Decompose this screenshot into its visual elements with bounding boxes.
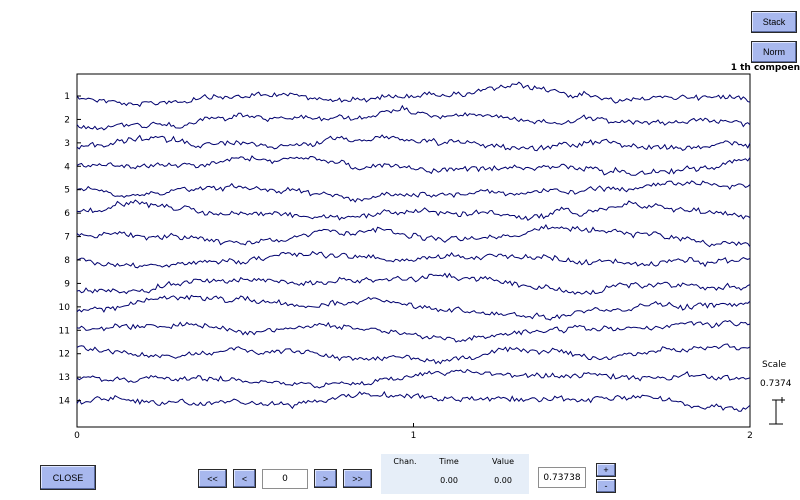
chan-label: Chan. (393, 457, 417, 466)
norm-button[interactable]: Norm (751, 41, 797, 63)
channel-tick-label: 12 (59, 350, 70, 360)
channel-trace-5 (76, 180, 751, 203)
channel-trace-2 (76, 104, 751, 131)
channel-tick-label: 4 (64, 162, 70, 172)
channel-trace-1 (76, 81, 751, 108)
x-tick-label: 1 (411, 431, 417, 441)
prev-page-button[interactable]: < (233, 469, 256, 488)
time-value: 0.00 (440, 476, 458, 485)
channel-tick-label: 14 (59, 397, 71, 407)
channel-trace-4 (76, 155, 751, 176)
channel-trace-6 (76, 199, 751, 222)
channel-tick-label: 13 (59, 373, 70, 383)
position-input[interactable] (262, 469, 308, 489)
next-page-button[interactable]: > (314, 469, 337, 488)
scale-input[interactable] (538, 467, 586, 488)
channel-tick-label: 11 (59, 326, 70, 336)
channel-trace-8 (76, 250, 751, 269)
channel-trace-9 (76, 272, 751, 295)
channel-tick-label: 9 (64, 279, 70, 289)
channel-tick-label: 5 (64, 186, 70, 196)
channel-tick-label: 1 (64, 92, 70, 102)
channel-trace-12 (76, 343, 751, 365)
channel-tick-label: 10 (59, 303, 71, 313)
x-tick-label: 0 (74, 431, 80, 441)
channel-tick-label: 6 (64, 209, 70, 219)
channel-tick-label: 3 (64, 139, 70, 149)
scale-value: 0.7374 (760, 379, 792, 389)
channel-tick-label: 8 (64, 256, 70, 266)
channel-trace-13 (76, 368, 751, 389)
channel-trace-10 (76, 294, 751, 321)
x-tick-label: 2 (747, 431, 753, 441)
first-page-button[interactable]: << (198, 469, 227, 488)
channel-trace-7 (76, 224, 751, 248)
value-label: Value (492, 457, 514, 466)
close-button[interactable]: CLOSE (40, 465, 96, 490)
channel-trace-11 (76, 320, 751, 343)
scale-increase-button[interactable]: + (596, 463, 616, 477)
plot-frame (76, 73, 751, 428)
scale-bar-icon (769, 397, 785, 425)
channel-tick-label: 2 (64, 115, 70, 125)
stack-button[interactable]: Stack (751, 11, 797, 33)
scale-decrease-button[interactable]: - (596, 479, 616, 493)
scale-label: Scale (762, 360, 787, 370)
channel-trace-3 (76, 134, 751, 152)
cursor-info-panel: Chan. Time Value 0.00 0.00 (381, 454, 529, 494)
time-label: Time (439, 457, 459, 466)
last-page-button[interactable]: >> (343, 469, 372, 488)
channel-tick-label: 7 (64, 233, 70, 243)
component-title: 1 th compoen (730, 63, 800, 73)
value-value: 0.00 (494, 476, 512, 485)
channel-trace-14 (76, 390, 751, 412)
